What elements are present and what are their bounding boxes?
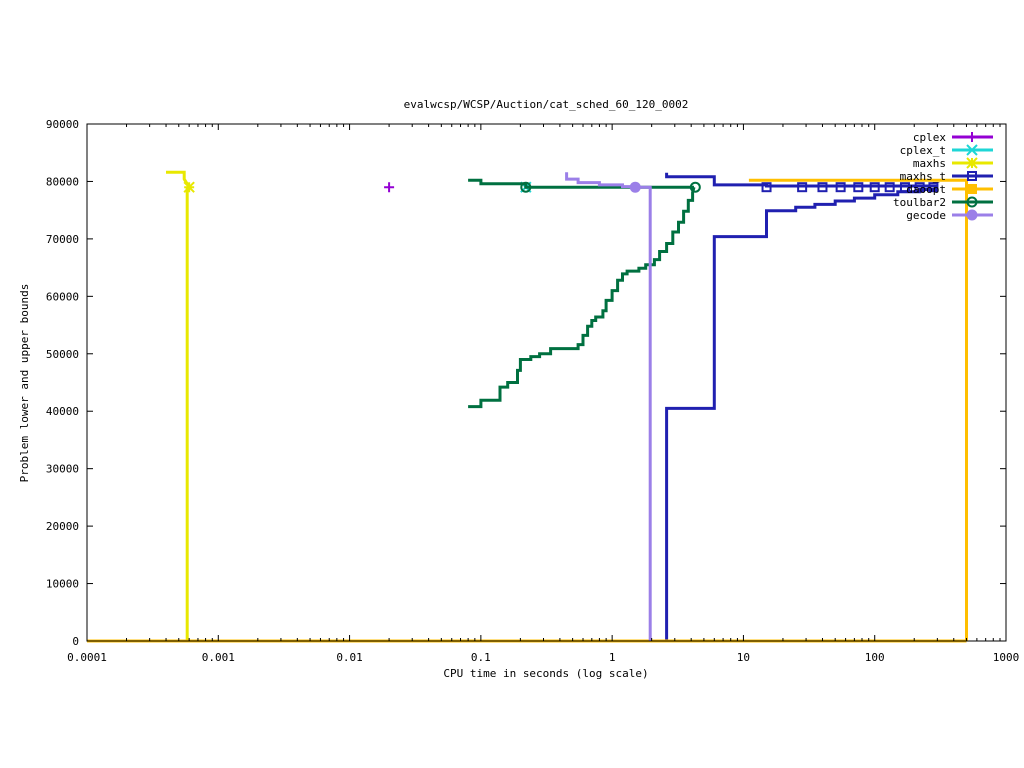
- legend-marker: [966, 209, 978, 221]
- legend-marker: [966, 196, 978, 208]
- legend-label: cplex: [913, 131, 946, 144]
- data-point: [817, 182, 828, 193]
- series-line: [468, 186, 696, 409]
- x-tick-label: 0.01: [336, 651, 363, 664]
- data-point: [914, 182, 925, 193]
- data-point: [835, 182, 846, 193]
- marker-part: [967, 132, 977, 142]
- series-gecode: [565, 172, 652, 641]
- marker-part: [761, 182, 772, 193]
- legend-label: cplex_t: [900, 144, 946, 157]
- series-daoopt: [87, 178, 968, 643]
- x-tick-label: 100: [865, 651, 885, 664]
- data-point: [629, 181, 641, 193]
- series-maxhs: [87, 170, 195, 643]
- legend-marker: [966, 157, 978, 169]
- legend-label: toulbar2: [893, 196, 946, 209]
- plot-frame: [86, 123, 1007, 642]
- data-point: [928, 182, 939, 193]
- y-tick-label: 80000: [46, 175, 79, 188]
- series-line: [87, 187, 189, 643]
- legend-marker: [967, 184, 977, 194]
- legend-label: daoopt: [906, 183, 946, 196]
- y-tick-label: 20000: [46, 520, 79, 533]
- data-point: [797, 182, 808, 193]
- x-tick-label: 0.0001: [67, 651, 107, 664]
- series-toulbar2: [468, 178, 701, 409]
- marker-part: [967, 171, 977, 181]
- legend-marker: [967, 171, 977, 181]
- y-tick-label: 0: [72, 635, 79, 648]
- legend-label: maxhs_t: [900, 170, 946, 183]
- legend: cplexcplex_tmaxhsmaxhs_tdaoopttoulbar2ge…: [893, 131, 993, 222]
- marker-part: [869, 182, 880, 193]
- x-tick-label: 1: [609, 651, 616, 664]
- marker-part: [967, 184, 977, 194]
- data-point: [384, 182, 395, 193]
- marker-part: [629, 181, 641, 193]
- marker-part: [966, 196, 978, 208]
- y-tick-label: 70000: [46, 233, 79, 246]
- marker-part: [835, 182, 846, 193]
- data-point: [761, 182, 772, 193]
- y-axis-label: Problem lower and upper bounds: [18, 284, 31, 483]
- legend-marker: [966, 144, 978, 156]
- marker-part: [183, 181, 195, 193]
- x-tick-label: 1000: [993, 651, 1020, 664]
- data-point: [869, 182, 880, 193]
- y-tick-label: 10000: [46, 578, 79, 591]
- y-tick-label: 50000: [46, 348, 79, 361]
- series-line: [665, 172, 938, 188]
- data-point: [899, 182, 910, 193]
- series-line: [87, 188, 938, 643]
- y-tick-label: 40000: [46, 405, 79, 418]
- x-axis-label: CPU time in seconds (log scale): [443, 667, 648, 680]
- marker-part: [520, 181, 532, 193]
- series-line: [468, 178, 694, 189]
- series-cplex: [384, 182, 395, 193]
- marker-part: [884, 182, 895, 193]
- data-point: [183, 181, 195, 193]
- series-line: [748, 178, 968, 641]
- marker-part: [689, 181, 701, 193]
- marker-part: [966, 209, 978, 221]
- y-tick-label: 60000: [46, 290, 79, 303]
- legend-label: maxhs: [913, 157, 946, 170]
- series-line: [166, 170, 191, 188]
- marker-part: [966, 157, 978, 169]
- series-maxhs_t: [87, 172, 939, 643]
- marker-part: [966, 144, 978, 156]
- legend-marker: [967, 132, 977, 142]
- marker-part: [928, 182, 939, 193]
- marker-part: [797, 182, 808, 193]
- x-tick-label: 0.001: [202, 651, 235, 664]
- chart-title: evalwcsp/WCSP/Auction/cat_sched_60_120_0…: [404, 98, 689, 111]
- axis-ticks: 0.0001 0.001 0.01 0.1 1 10 100 1000010000200003…: [46, 118, 1019, 664]
- data-point: [884, 182, 895, 193]
- marker-part: [899, 182, 910, 193]
- marker-part: [914, 182, 925, 193]
- data-point: [520, 181, 532, 193]
- legend-label: gecode: [906, 209, 946, 222]
- marker-part: [384, 182, 395, 193]
- y-tick-label: 90000: [46, 118, 79, 131]
- data-point: [689, 181, 701, 193]
- marker-part: [853, 182, 864, 193]
- marker-part: [817, 182, 828, 193]
- x-tick-label: 0.1: [471, 651, 491, 664]
- x-tick-label: 10: [737, 651, 750, 664]
- data-point: [853, 182, 864, 193]
- series-layer: [87, 170, 968, 643]
- y-tick-label: 30000: [46, 463, 79, 476]
